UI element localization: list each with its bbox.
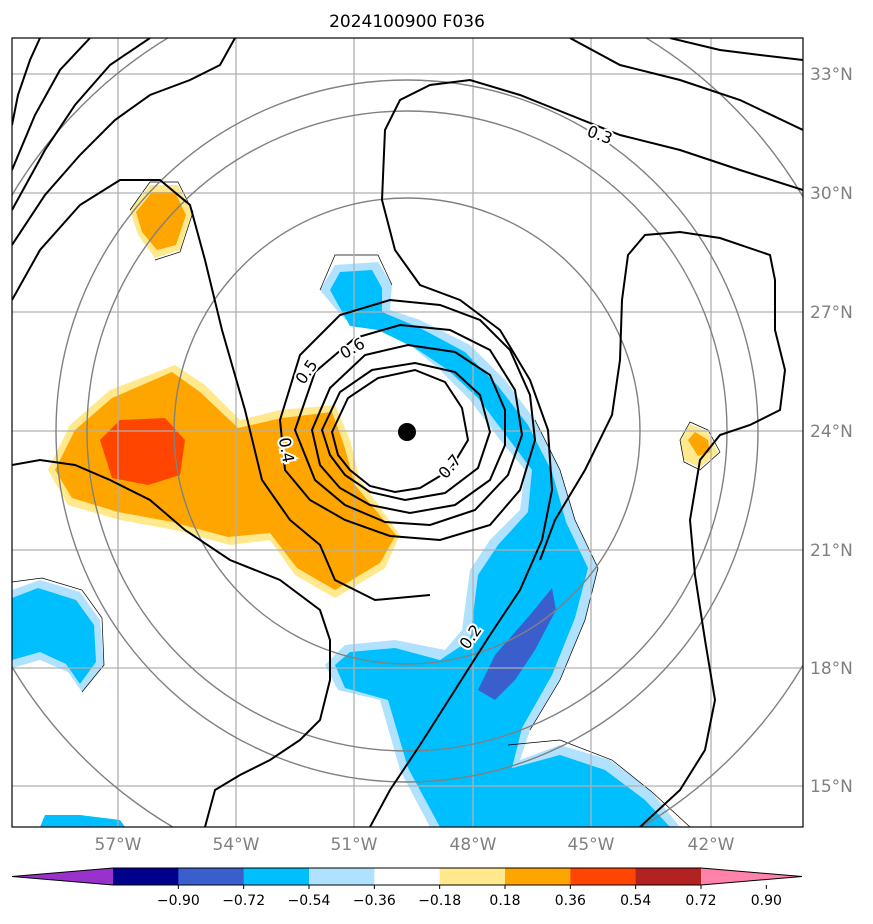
lat-label: 30°N: [810, 184, 853, 204]
colorbar-segment: [243, 868, 310, 885]
colorbar-segment: [439, 868, 506, 885]
contours: [12, 38, 803, 827]
colorbar-segment: [113, 868, 179, 885]
graticule: [12, 38, 803, 827]
colorbar-tick-label: 0.54: [620, 893, 651, 909]
lon-label: 48°W: [450, 835, 497, 855]
contour-label-0.6: 0.6: [336, 334, 368, 363]
lat-axis: 33°N 30°N 27°N 24°N 21°N 18°N 15°N: [810, 65, 853, 797]
colorbar-extend-min: [12, 868, 113, 885]
colorbar-segment: [635, 868, 702, 885]
colorbar-segment: [178, 868, 245, 885]
colorbar-tick-label: 0.72: [685, 893, 716, 909]
lat-label: 21°N: [810, 541, 853, 561]
positive-region-e: [688, 432, 710, 456]
colorbar-segment: [374, 868, 441, 885]
shaded-fields: [12, 181, 721, 827]
lat-label: 33°N: [810, 65, 853, 85]
colorbar-tick-label: 0.36: [555, 893, 586, 909]
negative-region-sw: [40, 815, 125, 827]
figure-title: 2024100900 F036: [329, 12, 485, 32]
colorbar-tick-label: −0.72: [222, 893, 265, 909]
positive-region-nw: [136, 192, 186, 250]
colorbar-tick-label: −0.18: [418, 893, 461, 909]
colorbar-tick-label: 0.90: [751, 893, 782, 909]
lon-axis: 57°W 54°W 51°W 48°W 45°W 42°W: [95, 835, 735, 855]
lat-label: 27°N: [810, 303, 853, 323]
lon-label: 54°W: [213, 835, 260, 855]
colorbar-segment: [309, 868, 375, 885]
colorbar: −0.90 −0.72 −0.54 −0.36 −0.18 0.18 0.36 0.54 0.7…: [11, 867, 803, 909]
contour-label-0.5: 0.5: [291, 356, 321, 388]
lat-label: 15°N: [810, 777, 853, 797]
colorbar-segment: [505, 868, 571, 885]
lat-label: 24°N: [810, 422, 853, 442]
colorbar-tick-label: −0.54: [288, 893, 331, 909]
map-area: 0.3 0.5 0.6 0.4 0.7 0.2: [12, 38, 803, 827]
colorbar-extend-max: [701, 868, 802, 885]
positive-strong-region: [100, 418, 185, 485]
contour-label-0.3: 0.3: [585, 122, 615, 149]
colorbar-outline: [11, 867, 803, 886]
negative-region: [330, 270, 670, 827]
lon-label: 51°W: [331, 835, 378, 855]
colorbar-segment: [570, 868, 637, 885]
lat-label: 18°N: [810, 659, 853, 679]
negative-strong-region: [478, 588, 556, 700]
lon-label: 57°W: [95, 835, 142, 855]
lon-label: 45°W: [568, 835, 615, 855]
storm-center-dot: [398, 423, 416, 441]
negative-region-w: [12, 588, 96, 684]
colorbar-tick-label: 0.18: [489, 893, 520, 909]
map-frame: [11, 37, 804, 828]
lon-label: 42°W: [688, 835, 735, 855]
colorbar-tick-label: −0.36: [353, 893, 396, 909]
colorbar-tick-label: −0.90: [157, 893, 200, 909]
range-rings: [12, 38, 803, 827]
